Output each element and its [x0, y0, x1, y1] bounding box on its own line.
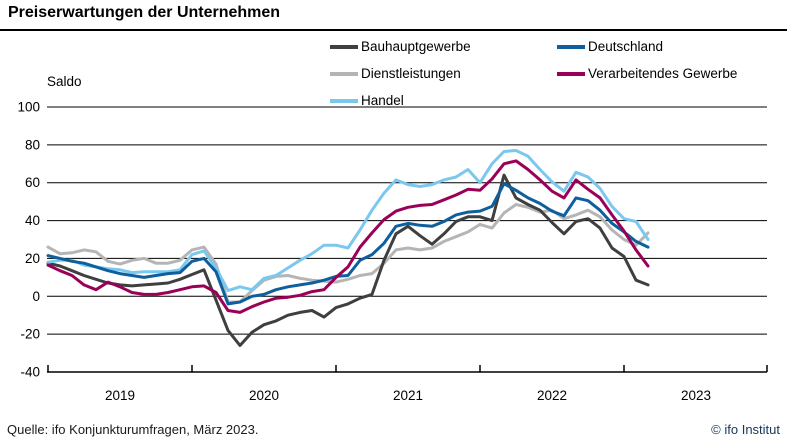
x-axis-year-label: 2020	[249, 388, 279, 403]
y-axis-tick-label: -40	[20, 365, 40, 380]
title-divider	[0, 29, 787, 31]
legend-swatch	[330, 71, 358, 76]
copyright-note: © ifo Institut	[711, 422, 780, 437]
y-axis-title: Saldo	[47, 74, 82, 89]
legend-swatch	[330, 98, 358, 103]
legend-item-dienstleistungen: Dienstleistungen	[330, 65, 557, 82]
y-axis-tick-label: 80	[25, 137, 40, 152]
series-line-dienstleistungen	[46, 203, 650, 304]
legend-item-handel: Handel	[330, 92, 557, 109]
y-axis-tick-label: -20	[20, 327, 40, 342]
legend-item-bauhauptgewerbe: Bauhauptgewerbe	[330, 38, 557, 55]
x-axis-year-label: 2022	[537, 388, 567, 403]
y-axis-tick-label: 100	[17, 100, 40, 115]
y-axis-tick-label: 60	[25, 175, 40, 190]
legend-swatch	[330, 44, 358, 49]
y-axis-tick-label: 20	[25, 251, 40, 266]
series-line-verarbeitendes-gewerbe	[46, 159, 650, 314]
legend-item-deutschland: Deutschland	[557, 38, 737, 55]
y-axis-tick-label: 0	[32, 289, 40, 304]
series-line-deutschland	[46, 182, 650, 306]
series-line-bauhauptgewerbe	[46, 173, 650, 347]
legend-swatch	[557, 44, 585, 49]
legend-label: Dienstleistungen	[361, 66, 461, 81]
legend-label: Bauhauptgewerbe	[361, 39, 471, 54]
x-axis-year-label: 2021	[393, 388, 423, 403]
legend-item-verarbeitendes-gewerbe: Verarbeitendes Gewerbe	[557, 65, 737, 82]
x-axis-year-label: 2023	[681, 388, 711, 403]
series-line-handel	[46, 149, 650, 293]
legend-label: Deutschland	[588, 39, 664, 54]
legend-label: Verarbeitendes Gewerbe	[588, 66, 738, 81]
source-note: Quelle: ifo Konjunkturumfragen, März 202…	[7, 422, 259, 437]
legend-swatch	[557, 71, 585, 76]
legend: Bauhauptgewerbe Deutschland Dienstleistung…	[330, 38, 737, 109]
y-axis-tick-label: 40	[25, 213, 40, 228]
chart-title: Preiserwartungen der Unternehmen	[8, 4, 281, 21]
legend-label: Handel	[361, 93, 404, 108]
x-axis-year-label: 2019	[105, 388, 135, 403]
